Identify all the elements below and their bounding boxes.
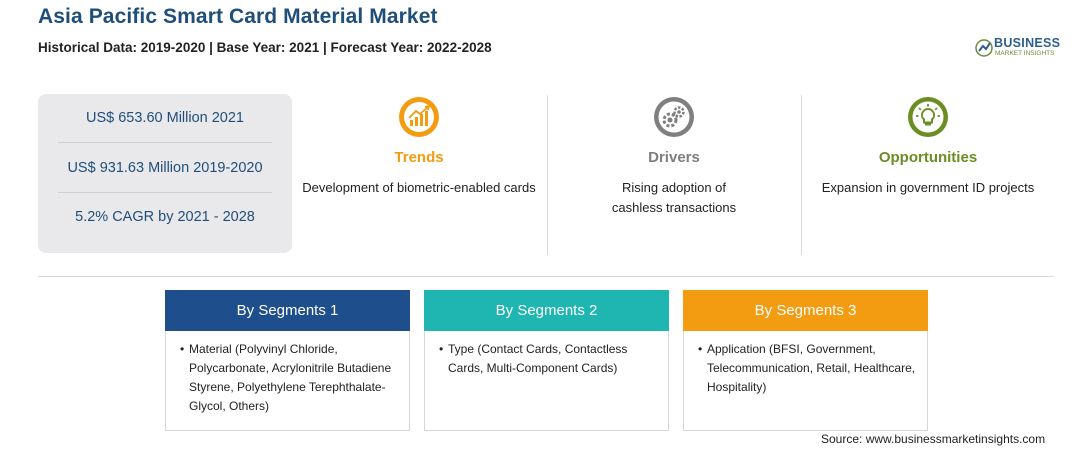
segment-3-item: Application (BFSI, Government, Telecommu…: [707, 342, 916, 394]
logo-mark-icon: [975, 39, 993, 57]
opportunities-heading: Opportunities: [878, 149, 978, 166]
segment-1-header: By Segments 1: [165, 290, 410, 331]
page-subtitle: Historical Data: 2019-2020 | Base Year: …: [38, 40, 492, 55]
stat-market-size-2021: US$ 653.60 Million 2021: [86, 110, 244, 126]
horizontal-divider: [38, 276, 1054, 277]
source-link[interactable]: Source: www.businessmarketinsights.com: [821, 432, 1046, 446]
segment-2-header: By Segments 2: [424, 290, 669, 331]
logo-wordmark: BUSINESS: [994, 36, 1061, 50]
stat-market-size-historical: US$ 931.63 Million 2019-2020: [67, 160, 263, 176]
trends-text: Development of biometric-enabled cards: [302, 180, 536, 195]
company-logo[interactable]: BUSINESS MARKET INSIGHTS: [975, 36, 1075, 60]
vertical-divider: [801, 95, 802, 255]
gears-icon: [654, 97, 694, 137]
segment-3-list: • Application (BFSI, Government, Telecom…: [698, 340, 921, 397]
bullet: •: [439, 342, 444, 356]
drivers-text: Rising adoption of cashless transactions: [611, 180, 737, 215]
opportunities-text: Expansion in government ID projects: [821, 180, 1035, 195]
vertical-divider: [547, 95, 548, 255]
segment-1-item: Material (Polyvinyl Chloride, Polycarbon…: [189, 342, 392, 413]
segment-box-3: By Segments 3 • Application (BFSI, Gover…: [683, 290, 928, 431]
segment-3-header: By Segments 3: [683, 290, 928, 331]
segment-box-2: By Segments 2 • Type (Contact Cards, Con…: [424, 290, 669, 431]
segment-1-list: • Material (Polyvinyl Chloride, Polycarb…: [180, 340, 403, 416]
drivers-heading: Drivers: [648, 149, 700, 166]
trends-heading: Trends: [394, 149, 444, 166]
lightbulb-icon: [908, 97, 948, 137]
bullet: •: [698, 342, 703, 356]
segment-box-1: By Segments 1 • Material (Polyvinyl Chlo…: [165, 290, 410, 431]
bullet: •: [180, 342, 185, 356]
page-title: Asia Pacific Smart Card Material Market: [38, 5, 438, 28]
segment-2-list: • Type (Contact Cards, Contactless Cards…: [439, 340, 662, 378]
logo-tagline: MARKET INSIGHTS: [995, 50, 1055, 57]
stat-cagr: 5.2% CAGR by 2021 - 2028: [75, 209, 255, 225]
stat-divider: [58, 192, 272, 193]
key-stats-panel: US$ 653.60 Million 2021 US$ 931.63 Milli…: [38, 94, 292, 253]
chart-trend-icon: [399, 97, 439, 137]
segment-2-item: Type (Contact Cards, Contactless Cards, …: [448, 342, 628, 375]
stat-divider: [58, 142, 272, 143]
